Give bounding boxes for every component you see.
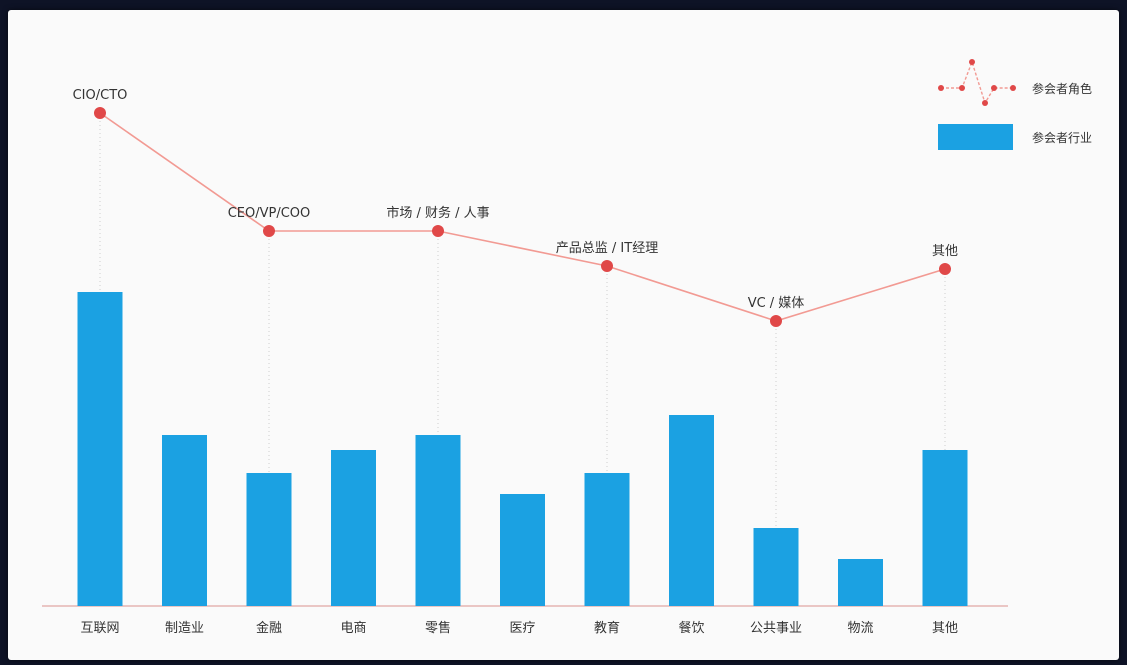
role-marker-0 <box>94 107 106 119</box>
role-marker-5 <box>939 263 951 275</box>
bar-2 <box>246 473 292 606</box>
legend-line-dot-3 <box>982 100 988 106</box>
legend-line-dot-0 <box>938 85 944 91</box>
x-tick-label-8: 公共事业 <box>750 621 802 636</box>
legend-line-dot-2 <box>969 59 975 65</box>
legend-line-dot-5 <box>1010 85 1016 91</box>
bar-4 <box>415 435 461 606</box>
role-label-1: CEO/VP/COO <box>228 206 311 221</box>
x-tick-label-7: 餐饮 <box>678 620 704 636</box>
x-tick-label-2: 金融 <box>256 620 282 636</box>
role-marker-2 <box>432 225 444 237</box>
role-marker-1 <box>263 225 275 237</box>
role-line <box>99 112 946 322</box>
bar-3 <box>331 450 376 606</box>
bar-9 <box>838 559 883 606</box>
legend-line-dot-1 <box>959 85 965 91</box>
role-marker-4 <box>770 315 782 327</box>
legend-bar-swatch <box>938 124 1013 150</box>
x-tick-label-4: 零售 <box>425 620 451 636</box>
role-label-0: CIO/CTO <box>73 88 128 103</box>
x-tick-label-6: 教育 <box>594 620 620 636</box>
x-tick-label-3: 电商 <box>340 621 366 636</box>
legend-line-dot-4 <box>991 85 997 91</box>
bar-10 <box>922 450 968 606</box>
role-label-3: 产品总监 / IT经理 <box>556 241 658 256</box>
role-marker-3 <box>601 260 613 272</box>
x-tick-label-1: 制造业 <box>165 621 204 636</box>
role-label-4: VC / 媒体 <box>748 296 805 311</box>
role-label-2: 市场 / 财务 / 人事 <box>386 205 489 221</box>
bar-5 <box>500 494 545 606</box>
bar-8 <box>753 528 799 606</box>
x-tick-label-5: 医疗 <box>509 621 535 636</box>
bar-7 <box>669 415 714 606</box>
legend-line-symbol <box>941 59 1013 105</box>
legend-label-roles: 参会者角色 <box>1032 81 1092 96</box>
x-tick-label-10: 其他 <box>932 621 958 636</box>
role-label-5: 其他 <box>932 244 958 259</box>
bar-1 <box>162 435 207 606</box>
legend-label-industry: 参会者行业 <box>1032 130 1092 145</box>
x-tick-label-0: 互联网 <box>80 621 119 636</box>
bar-0 <box>77 292 123 606</box>
x-tick-label-9: 物流 <box>847 621 873 636</box>
bar-6 <box>584 473 630 606</box>
